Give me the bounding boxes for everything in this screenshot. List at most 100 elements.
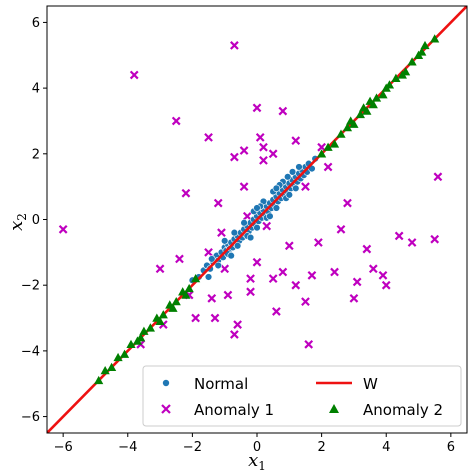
anomaly-1-point [233, 320, 242, 329]
anomaly-1-point [230, 152, 239, 162]
anomaly-1-point [430, 234, 440, 244]
x-tick-label: 4 [382, 440, 390, 455]
anomaly-2-point [401, 67, 411, 76]
legend-normal-label: Normal [194, 375, 248, 393]
anomaly-1-point [307, 270, 317, 280]
normal-point [283, 173, 292, 181]
anomaly-2-point [420, 40, 430, 50]
anomaly-2-point [407, 57, 417, 66]
anomaly-1-point [58, 224, 68, 234]
anomaly-2-point [355, 109, 365, 119]
anomaly-1-point [259, 155, 268, 165]
anomaly-1-point [262, 221, 272, 231]
anomaly-2-point [381, 83, 391, 92]
anomaly-2-point [155, 316, 165, 326]
anomaly-2-point [430, 34, 440, 43]
normal-point [227, 251, 235, 260]
anomaly-1-point [301, 297, 310, 306]
anomaly-1-point [268, 149, 278, 159]
legend-anomaly-2-marker [329, 404, 339, 413]
anomaly-1-point [378, 270, 388, 280]
anomaly-2-point [168, 303, 178, 312]
anomaly-1-point [239, 146, 249, 155]
anomaly-1-point [155, 264, 165, 274]
normal-point [214, 261, 222, 270]
anomaly-1-point [259, 142, 268, 152]
y-tick-label: 0 [32, 213, 40, 228]
legend-anomaly-2-label: Anomaly 2 [363, 401, 443, 419]
anomaly-1-point [207, 293, 217, 303]
normal-point [230, 228, 239, 237]
anomaly-1-point [204, 247, 213, 257]
anomaly-1-point [255, 133, 265, 142]
anomaly-1-point [171, 116, 181, 126]
anomaly-1-point [217, 228, 226, 238]
normal-point [246, 233, 255, 242]
normal-point [240, 219, 248, 227]
anomaly-2-point [107, 362, 117, 371]
normal-point [208, 255, 216, 263]
normal-point [220, 237, 229, 245]
normal-point [233, 242, 242, 250]
normal-point [285, 191, 294, 199]
anomaly-1-point [239, 182, 249, 192]
anomaly-2-point [181, 290, 191, 299]
anomaly-2-point [368, 99, 378, 109]
anomaly-2-point [417, 47, 427, 56]
anomaly-1-point [284, 241, 294, 251]
anomaly-2-point [145, 323, 155, 332]
normal-point [288, 168, 297, 176]
anomaly-1-point [323, 162, 333, 172]
anomaly-1-point [246, 287, 255, 297]
legend: Normal Anomaly 1 W Anomaly 2 [142, 365, 462, 427]
normal-point [253, 224, 261, 232]
anomaly-2-point [119, 349, 130, 358]
normal-point [253, 204, 261, 212]
anomaly-2-point [184, 283, 194, 293]
anomaly-1-point [352, 277, 362, 287]
anomaly-2-point [391, 73, 401, 82]
anomaly-2-point [139, 326, 149, 335]
x-tick-label: 0 [253, 440, 261, 455]
y-tick-label: −4 [21, 344, 40, 359]
anomaly-1-point [301, 182, 310, 192]
legend-entry-anomaly-2: Anomaly 2 [329, 401, 443, 419]
anomaly-1-point [252, 103, 262, 113]
normal-point [295, 163, 303, 171]
anomaly-2-point [113, 352, 123, 362]
anomaly-1-point [278, 267, 288, 277]
y-tick-label: 4 [32, 82, 40, 97]
anomaly-1-point [268, 274, 278, 284]
anomaly-1-point [242, 211, 252, 221]
anomaly-2-point [94, 375, 104, 385]
anomaly-2-point [329, 139, 340, 148]
anomaly-1-point [291, 280, 301, 290]
anomaly-2-point [378, 90, 388, 99]
anomaly-1-point [368, 264, 378, 274]
normal-point [292, 184, 300, 192]
anomaly-1-point [223, 290, 233, 300]
x-axis-label: x1 [248, 450, 266, 473]
anomaly-1-point [230, 330, 239, 339]
anomaly-2-point [371, 93, 382, 102]
anomaly-1-point [175, 254, 184, 264]
anomaly-1-point [230, 41, 239, 50]
anomaly-1-point [381, 280, 391, 290]
x-tick-label: −6 [54, 440, 73, 455]
anomaly-1-point [213, 198, 223, 208]
x-tick-label: 6 [447, 440, 455, 455]
anomaly-1-point [314, 238, 323, 247]
anomaly-2-point [323, 142, 333, 151]
anomaly-1-point [349, 293, 359, 303]
anomaly-2-point [171, 297, 181, 306]
legend-w-label: W [363, 375, 378, 393]
anomaly-1-point [129, 70, 139, 80]
anomaly-2-point [126, 339, 136, 348]
anomaly-1-point [362, 244, 372, 254]
normal-point [204, 273, 213, 281]
normal-point [272, 204, 281, 212]
y-axis-label: x2 [6, 213, 29, 231]
anomaly-1-point [343, 198, 352, 208]
legend-frame [142, 365, 462, 427]
